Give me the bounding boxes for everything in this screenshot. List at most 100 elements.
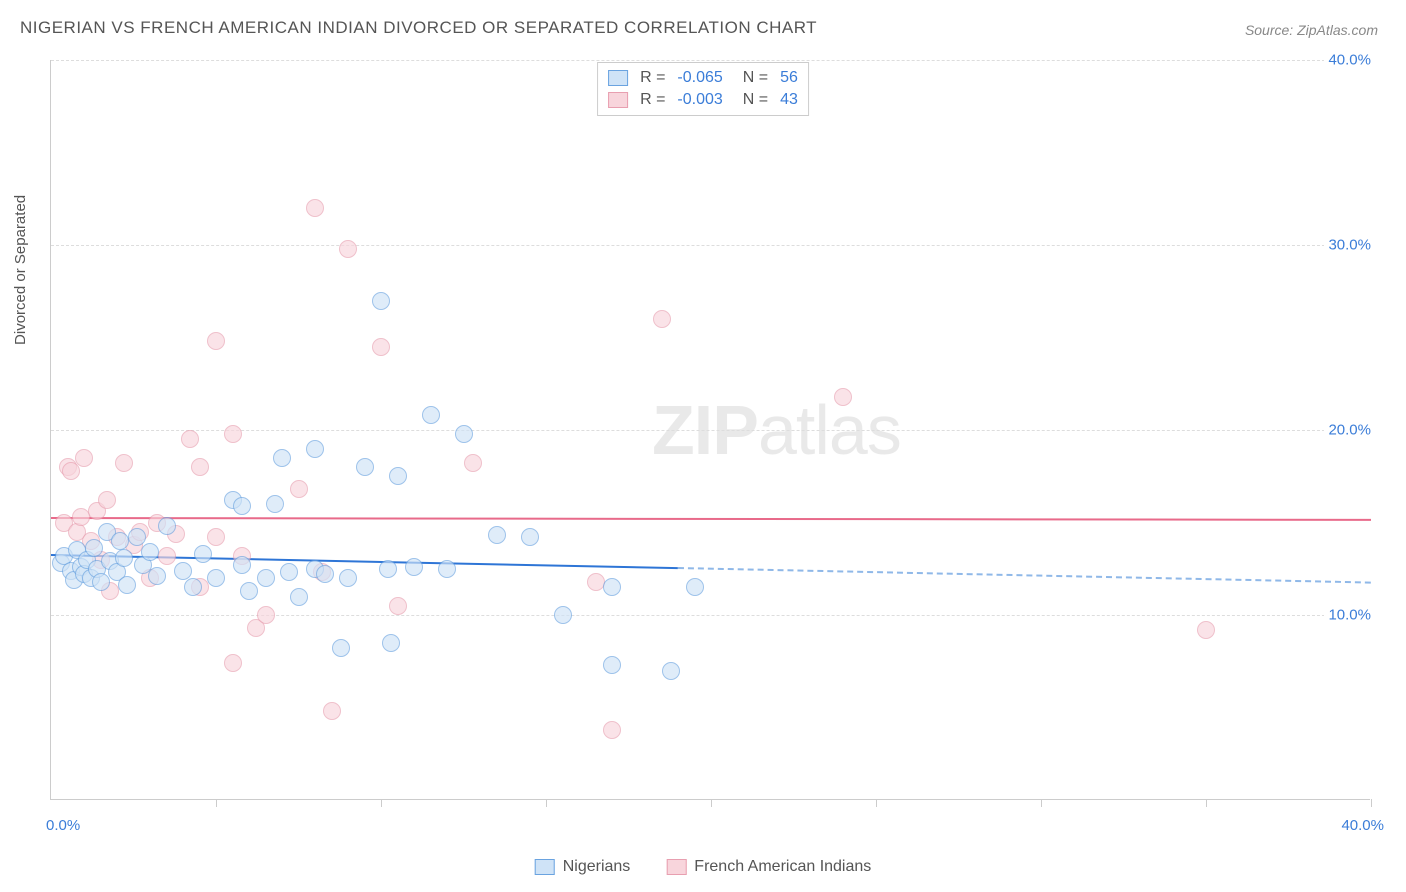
scatter-point	[603, 721, 621, 739]
scatter-point	[224, 654, 242, 672]
scatter-point	[653, 310, 671, 328]
scatter-point	[316, 565, 334, 583]
scatter-point	[280, 563, 298, 581]
scatter-point	[115, 454, 133, 472]
scatter-point	[290, 480, 308, 498]
scatter-point	[111, 532, 129, 550]
scatter-point	[339, 569, 357, 587]
scatter-point	[389, 597, 407, 615]
legend-swatch	[666, 859, 686, 875]
plot-area: ZIPatlas 10.0%20.0%30.0%40.0%	[50, 60, 1370, 800]
grid-line	[51, 245, 1370, 246]
legend-label: Nigerians	[563, 858, 631, 876]
scatter-point	[332, 639, 350, 657]
scatter-point	[323, 702, 341, 720]
x-tick	[876, 799, 877, 807]
scatter-point	[488, 526, 506, 544]
scatter-point	[339, 240, 357, 258]
legend-r-value: -0.065	[677, 69, 722, 87]
x-tick	[1041, 799, 1042, 807]
scatter-point	[372, 338, 390, 356]
x-tick	[1371, 799, 1372, 807]
scatter-point	[141, 543, 159, 561]
scatter-point	[98, 491, 116, 509]
scatter-point	[191, 458, 209, 476]
scatter-point	[257, 569, 275, 587]
legend-row: R = -0.065 N = 56	[608, 67, 798, 89]
scatter-point	[587, 573, 605, 591]
legend-n-value: 43	[780, 91, 798, 109]
scatter-point	[85, 539, 103, 557]
scatter-point	[405, 558, 423, 576]
scatter-point	[273, 449, 291, 467]
scatter-point	[455, 425, 473, 443]
legend-label: French American Indians	[694, 858, 871, 876]
scatter-point	[382, 634, 400, 652]
legend-n-label: N =	[743, 69, 768, 87]
source-label: Source: ZipAtlas.com	[1245, 22, 1378, 38]
scatter-point	[118, 576, 136, 594]
legend-series: Nigerians French American Indians	[535, 858, 872, 876]
grid-line	[51, 430, 1370, 431]
x-tick	[216, 799, 217, 807]
scatter-point	[148, 567, 166, 585]
scatter-point	[257, 606, 275, 624]
scatter-point	[306, 199, 324, 217]
chart-title: NIGERIAN VS FRENCH AMERICAN INDIAN DIVOR…	[20, 18, 817, 38]
legend-swatch	[608, 70, 628, 86]
scatter-point	[72, 508, 90, 526]
scatter-point	[603, 578, 621, 596]
trend-line	[51, 517, 1371, 521]
scatter-point	[92, 573, 110, 591]
x-tick	[381, 799, 382, 807]
scatter-point	[224, 425, 242, 443]
legend-r-label: R =	[640, 91, 665, 109]
scatter-point	[290, 588, 308, 606]
scatter-point	[233, 556, 251, 574]
trend-line	[678, 567, 1371, 584]
scatter-point	[686, 578, 704, 596]
x-axis-min-label: 0.0%	[46, 817, 80, 834]
scatter-point	[207, 569, 225, 587]
scatter-point	[194, 545, 212, 563]
legend-row: R =-0.003N =43	[608, 89, 798, 111]
scatter-point	[184, 578, 202, 596]
scatter-point	[379, 560, 397, 578]
scatter-point	[266, 495, 284, 513]
scatter-point	[372, 292, 390, 310]
y-tick-label: 30.0%	[1324, 237, 1375, 254]
scatter-point	[422, 406, 440, 424]
grid-line	[51, 60, 1370, 61]
scatter-point	[158, 547, 176, 565]
legend-n-label: N =	[743, 91, 768, 109]
scatter-point	[521, 528, 539, 546]
scatter-point	[207, 528, 225, 546]
legend-r-label: R =	[640, 69, 665, 87]
scatter-point	[1197, 621, 1215, 639]
scatter-point	[438, 560, 456, 578]
legend-swatch	[535, 859, 555, 875]
chart-container: NIGERIAN VS FRENCH AMERICAN INDIAN DIVOR…	[0, 0, 1406, 892]
grid-line	[51, 615, 1370, 616]
legend-item: French American Indians	[666, 858, 871, 876]
y-axis-title: Divorced or Separated	[12, 195, 29, 345]
y-tick-label: 40.0%	[1324, 52, 1375, 69]
scatter-point	[603, 656, 621, 674]
legend-correlation: R =-0.065N =56R =-0.003N =43	[597, 62, 809, 116]
legend-n-value: 56	[780, 69, 798, 87]
x-tick	[546, 799, 547, 807]
scatter-point	[115, 549, 133, 567]
scatter-point	[834, 388, 852, 406]
scatter-point	[554, 606, 572, 624]
scatter-point	[207, 332, 225, 350]
scatter-point	[389, 467, 407, 485]
scatter-point	[158, 517, 176, 535]
legend-swatch	[608, 92, 628, 108]
x-tick	[1206, 799, 1207, 807]
scatter-point	[128, 528, 146, 546]
scatter-point	[174, 562, 192, 580]
y-tick-label: 20.0%	[1324, 422, 1375, 439]
scatter-point	[662, 662, 680, 680]
scatter-point	[306, 440, 324, 458]
scatter-point	[75, 449, 93, 467]
